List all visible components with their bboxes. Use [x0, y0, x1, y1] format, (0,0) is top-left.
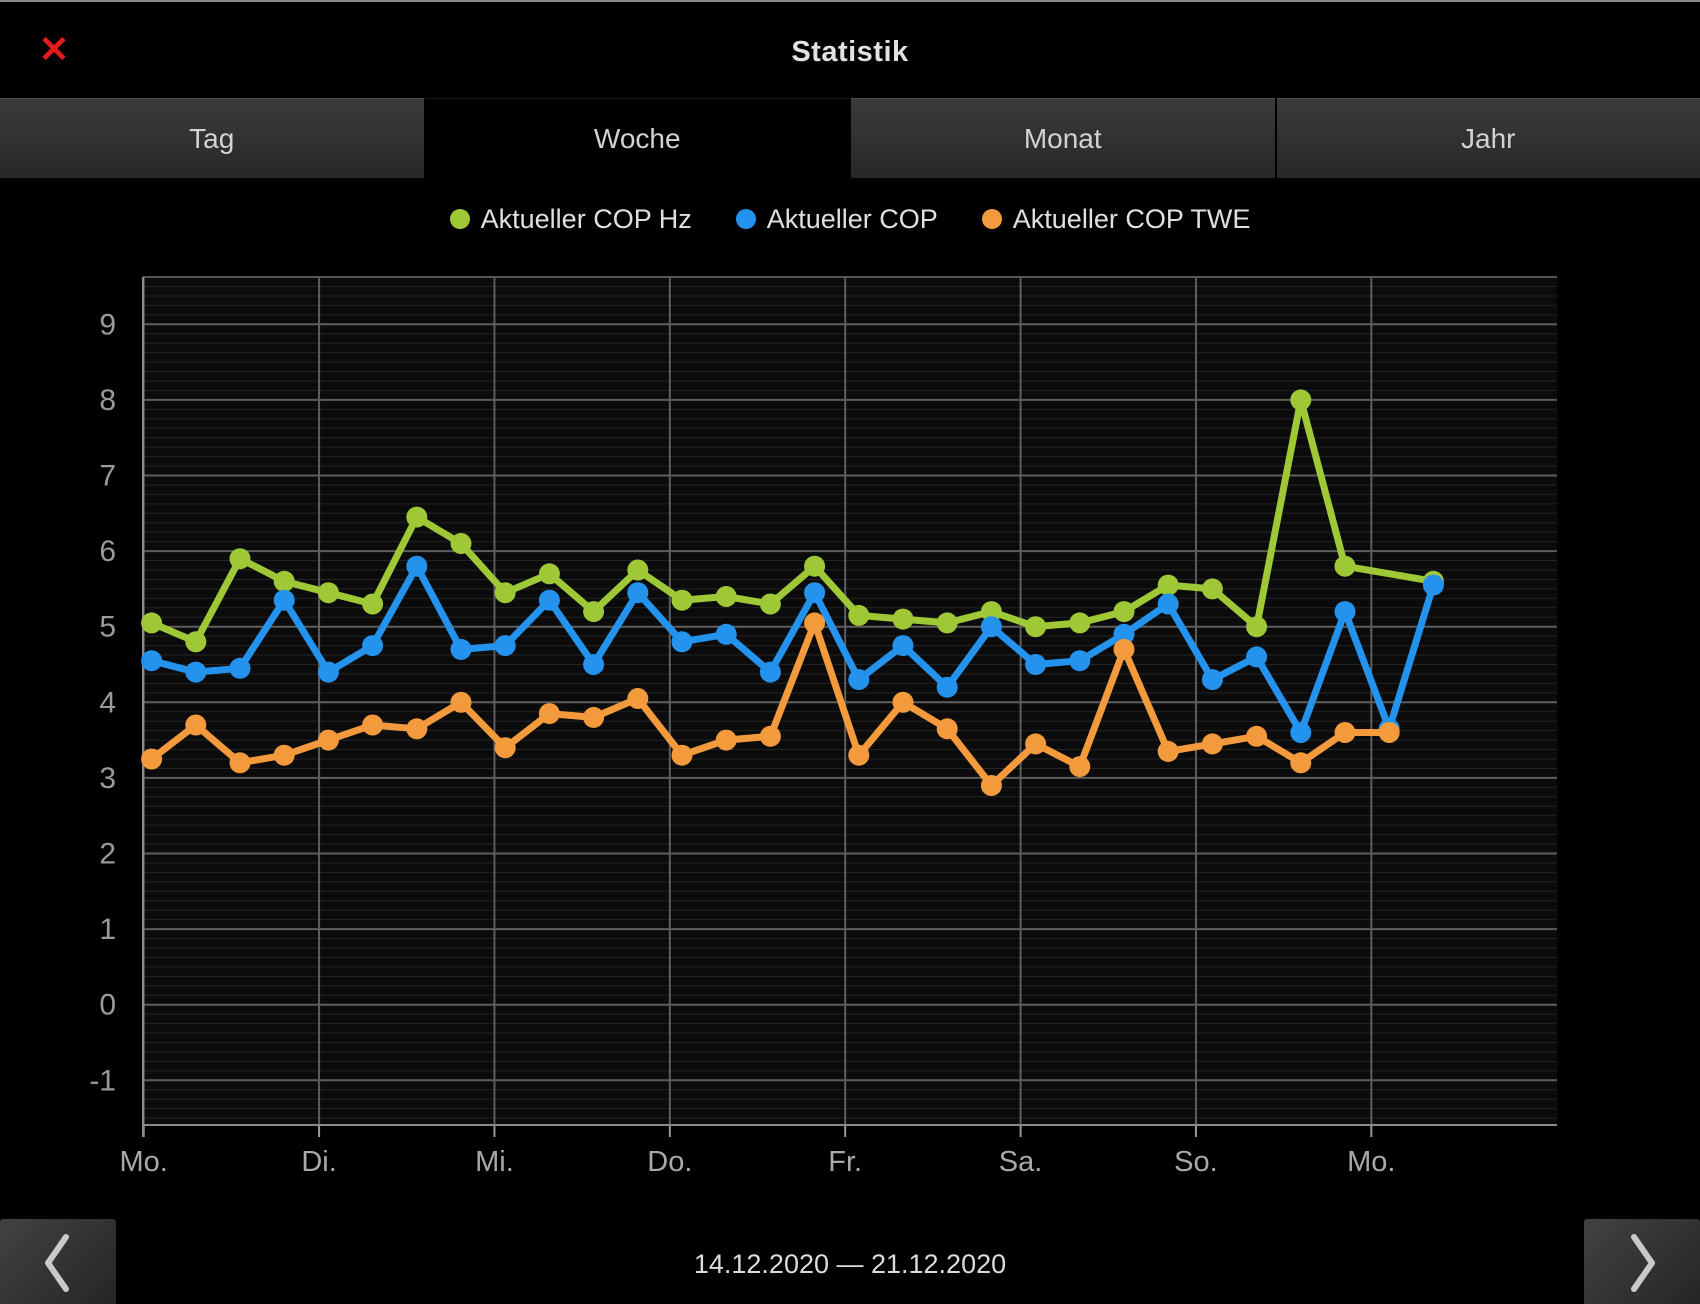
- footer-bar: 14.12.2020 — 21.12.2020: [0, 1219, 1700, 1304]
- legend-dot-icon: [981, 209, 1002, 229]
- close-icon[interactable]: ✕: [38, 29, 70, 70]
- svg-text:-1: -1: [89, 1064, 116, 1097]
- svg-text:Mo.: Mo.: [1347, 1146, 1395, 1178]
- tab-jahr[interactable]: Jahr: [1276, 98, 1700, 178]
- series-aktueller-cop: [141, 555, 1444, 743]
- legend-item: Aktueller COP TWE: [981, 203, 1251, 235]
- legend-dot-icon: [735, 209, 756, 229]
- legend-label: Aktueller COP Hz: [480, 203, 692, 234]
- chevron-right-icon: [1631, 1233, 1655, 1292]
- previous-week-button[interactable]: [0, 1219, 116, 1304]
- svg-text:7: 7: [99, 460, 116, 493]
- tab-monat[interactable]: Monat: [851, 98, 1275, 178]
- page-title: Statistik: [791, 36, 909, 68]
- svg-text:4: 4: [99, 686, 116, 719]
- svg-text:Sa.: Sa.: [999, 1146, 1043, 1178]
- y-axis-labels: 9 8 7 6 5 4 3 2 1 0 -1: [89, 308, 116, 1097]
- svg-text:3: 3: [99, 762, 116, 795]
- svg-text:Do.: Do.: [647, 1146, 692, 1178]
- svg-text:2: 2: [99, 838, 116, 871]
- svg-text:1: 1: [99, 913, 116, 946]
- legend-item: Aktueller COP: [735, 203, 938, 235]
- chevron-left-icon: [45, 1233, 69, 1292]
- svg-text:Mi.: Mi.: [475, 1146, 514, 1178]
- svg-text:8: 8: [99, 384, 116, 417]
- plot-background: [143, 277, 1557, 1125]
- chart-legend: Aktueller COP Hz Aktueller COP Aktueller C…: [0, 196, 1700, 242]
- series-aktueller-cop-hz: [141, 389, 1444, 653]
- svg-text:5: 5: [99, 611, 116, 644]
- date-range-label: 14.12.2020 — 21.12.2020: [693, 1249, 1007, 1279]
- plot-borders: [142, 276, 1557, 1137]
- title-bar: ✕ Statistik: [0, 2, 1700, 98]
- svg-text:6: 6: [99, 535, 116, 568]
- svg-text:Fr.: Fr.: [828, 1146, 862, 1178]
- legend-label: Aktueller COP: [766, 203, 938, 234]
- svg-text:Di.: Di.: [301, 1146, 336, 1178]
- cop-line-chart: 9 8 7 6 5 4 3 2 1 0 -1 Mo. Di. Mi. Do. Fr. Sa. So. Mo.: [89, 276, 1557, 1178]
- period-tab-bar: Tag Woche Monat Jahr: [0, 98, 1700, 178]
- legend-dot-icon: [449, 209, 470, 229]
- major-gridlines: [143, 323, 1557, 1082]
- series-aktueller-cop-twe: [141, 612, 1400, 796]
- svg-text:Mo.: Mo.: [120, 1146, 168, 1178]
- svg-text:So.: So.: [1174, 1146, 1218, 1178]
- legend-label: Aktueller COP TWE: [1012, 203, 1251, 234]
- tab-woche[interactable]: Woche: [425, 98, 849, 178]
- next-week-button[interactable]: [1584, 1219, 1700, 1304]
- tab-tag[interactable]: Tag: [0, 98, 424, 178]
- svg-text:9: 9: [99, 308, 116, 341]
- legend-item: Aktueller COP Hz: [449, 203, 692, 235]
- x-axis-labels: Mo. Di. Mi. Do. Fr. Sa. So. Mo.: [120, 1146, 1396, 1178]
- svg-text:0: 0: [99, 989, 116, 1022]
